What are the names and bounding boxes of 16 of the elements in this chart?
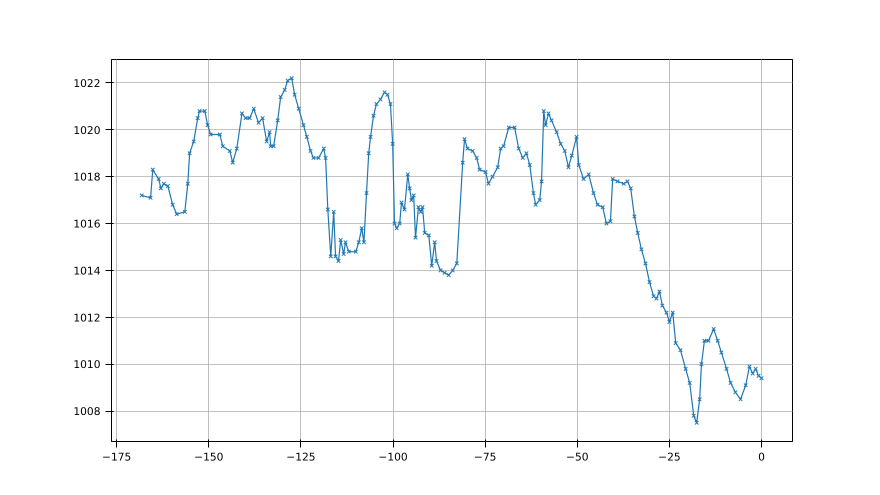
y-tick-label: 1010 [73, 358, 101, 372]
x-tick-label: −50 [566, 450, 589, 464]
y-tick-label: 1018 [73, 170, 101, 184]
x-tick-label: −175 [102, 450, 132, 464]
x-tick-label: −25 [658, 450, 681, 464]
y-tick-label: 1022 [73, 76, 101, 90]
y-tick-label: 1012 [73, 311, 101, 324]
y-tick-label: 1014 [73, 264, 101, 278]
x-tick-label: 0 [758, 450, 766, 464]
x-tick-label: −75 [474, 450, 496, 464]
y-tick-label: 1008 [73, 405, 101, 418]
x-tick-label: −100 [378, 450, 408, 464]
x-tick-label: −150 [194, 450, 224, 464]
y-tick-label: 1016 [73, 218, 101, 231]
x-tick-label: −125 [286, 450, 316, 464]
y-tick-label: 1020 [73, 124, 101, 137]
